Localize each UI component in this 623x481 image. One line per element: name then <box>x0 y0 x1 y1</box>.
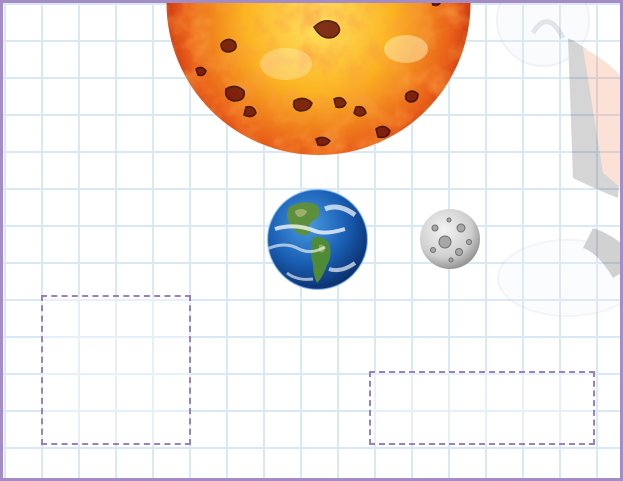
sun[interactable] <box>166 3 471 157</box>
drop-zone-right[interactable] <box>369 371 595 445</box>
earth-icon <box>267 189 368 290</box>
moon-icon <box>420 209 480 269</box>
sun-icon <box>166 3 471 155</box>
drop-zone-left[interactable] <box>41 295 191 445</box>
moon[interactable] <box>419 208 481 270</box>
mascot-illustration-icon <box>496 3 620 317</box>
earth[interactable] <box>267 189 368 290</box>
